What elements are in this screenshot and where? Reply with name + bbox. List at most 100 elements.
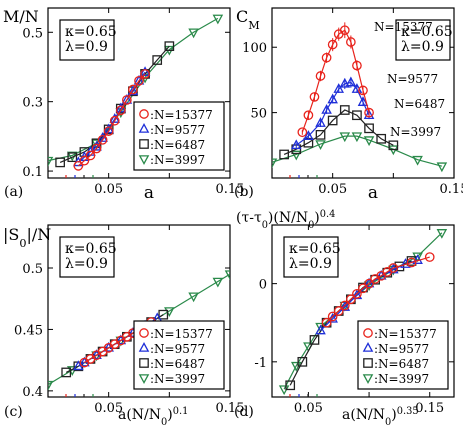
- data-point: [339, 25, 350, 36]
- data-point: [346, 294, 356, 305]
- series-inline-label: N=3997: [390, 125, 441, 139]
- x-axis-label-part: ): [167, 407, 172, 423]
- data-point: [394, 261, 405, 272]
- params-box: [283, 236, 339, 278]
- data-point: [285, 380, 296, 391]
- data-point: [122, 95, 132, 105]
- legend-label: :N=6487: [374, 357, 429, 371]
- data-point: [85, 150, 96, 161]
- series-layer: [278, 229, 448, 396]
- param-text: λ=0.9: [65, 39, 108, 55]
- x-axis-label-part: a(N/N: [342, 407, 385, 423]
- y-axis-label-part: M: [248, 19, 259, 32]
- data-point: [388, 263, 399, 273]
- data-point: [363, 136, 375, 147]
- legend-marker: [139, 358, 149, 368]
- data-point: [364, 107, 374, 118]
- data-point: [363, 109, 375, 120]
- series-line: [283, 109, 394, 156]
- y-tick-label: -1: [254, 356, 267, 371]
- legend-label: :N=15377: [374, 327, 437, 341]
- data-point: [364, 123, 374, 134]
- legend-label: :N=6487: [150, 357, 205, 371]
- chart-panel-1: 0.05 0.15 0.1 0.3 0.5M/N a (a) κ=0.65λ=0.9:N=15…: [3, 7, 244, 203]
- param-text: κ=0.65: [65, 24, 117, 40]
- data-point: [212, 14, 224, 25]
- legend-marker: [362, 374, 374, 384]
- data-point: [212, 277, 224, 288]
- data-point: [290, 139, 302, 150]
- x-tick-label: 0.05: [94, 401, 123, 416]
- panel-label: (d): [234, 404, 254, 420]
- data-point: [303, 130, 314, 140]
- data-point: [48, 156, 54, 167]
- data-point: [315, 140, 326, 150]
- data-point: [370, 274, 380, 284]
- data-point: [321, 317, 332, 328]
- data-point: [424, 252, 435, 262]
- data-point: [67, 152, 78, 163]
- x-tick-label: 0.15: [415, 401, 444, 416]
- data-point: [376, 133, 387, 144]
- legend-marker: [362, 342, 374, 352]
- data-point: [188, 28, 199, 39]
- x-tick-label: 0.05: [294, 401, 323, 416]
- data-point: [352, 60, 362, 71]
- data-point: [73, 161, 84, 171]
- param-text: λ=0.9: [289, 256, 332, 272]
- data-point: [188, 292, 199, 303]
- legend-marker: [138, 155, 150, 165]
- param-text: λ=0.9: [401, 39, 444, 55]
- y-tick-label: 0.3: [22, 96, 43, 111]
- series-line: [77, 73, 146, 167]
- y-tick-label: 0.45: [14, 323, 43, 338]
- data-point: [164, 307, 175, 317]
- data-point: [303, 110, 314, 121]
- data-point: [279, 149, 289, 160]
- plot-frame: [271, 7, 455, 179]
- series-layer: [272, 22, 448, 173]
- y-axis-label-part: )(N/N: [268, 210, 308, 226]
- x-tick-label: 0.05: [318, 182, 347, 197]
- data-point: [315, 71, 326, 81]
- data-point: [91, 143, 102, 154]
- data-point: [315, 129, 326, 140]
- x-axis-label-part: 0.35: [397, 406, 419, 417]
- legend-box: [133, 101, 225, 171]
- panel-label: (c): [4, 404, 23, 420]
- panel-label: (a): [4, 184, 23, 200]
- series-line: [272, 135, 443, 167]
- x-axis-label: a(N/N0)0.1: [118, 406, 188, 428]
- data-point: [339, 105, 350, 115]
- legend-marker: [139, 328, 149, 338]
- y-tick-label: 0: [259, 278, 267, 293]
- data-point: [134, 76, 144, 86]
- legend-label: :N=3997: [374, 372, 429, 386]
- data-point: [352, 110, 362, 121]
- legend-marker: [363, 358, 373, 368]
- param-text: κ=0.65: [401, 24, 453, 40]
- data-point: [48, 380, 54, 391]
- y-axis-label-part: 0: [308, 220, 314, 231]
- data-point: [152, 55, 163, 65]
- data-point: [61, 367, 72, 378]
- y-axis-label-part: 0.4: [320, 209, 336, 220]
- data-point: [327, 311, 338, 322]
- data-point: [388, 140, 399, 151]
- legend-marker: [138, 123, 150, 133]
- data-point: [309, 92, 320, 102]
- data-point: [364, 278, 374, 289]
- y-axis-label: (τ-τ0)(N/N0)0.4: [236, 209, 335, 231]
- y-axis-label-part: C: [236, 7, 248, 26]
- legend-label: :N=9577: [150, 123, 205, 137]
- legend-label: :N=3997: [150, 153, 205, 167]
- x-axis-label-part: ): [391, 407, 396, 423]
- data-point: [103, 126, 114, 137]
- data-point: [55, 157, 65, 168]
- data-point: [327, 115, 338, 126]
- legend-marker: [363, 328, 373, 338]
- data-point: [358, 283, 368, 294]
- params-box: [395, 19, 451, 61]
- y-axis-label: |S0|/N: [3, 225, 51, 250]
- data-point: [345, 76, 357, 87]
